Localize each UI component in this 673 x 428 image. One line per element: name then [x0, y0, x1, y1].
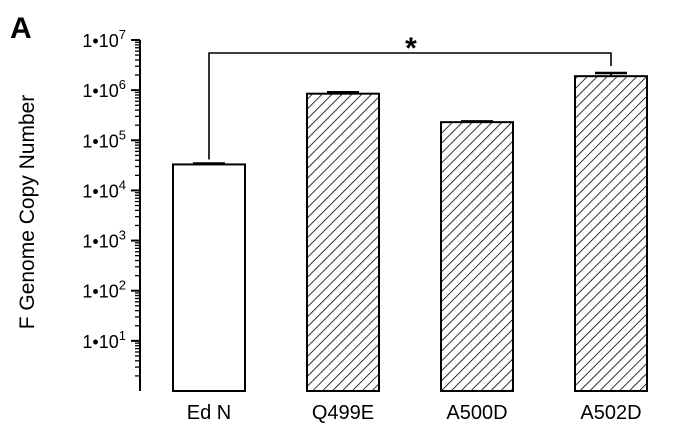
bar-a500d [440, 121, 514, 392]
x-axis-categories: Ed N Q499E A500D A502D [187, 402, 642, 424]
bar-ed-n [172, 163, 246, 392]
annotations: * [208, 32, 612, 160]
x-category-label: Ed N [187, 402, 231, 424]
y-tick-label: 1•106 [82, 77, 126, 101]
y-tick-label: 1•101 [82, 328, 126, 352]
bar-a502d [574, 75, 648, 393]
bar-q499e [306, 92, 380, 392]
y-tick-label: 1•104 [82, 177, 126, 201]
panel-label: A [10, 12, 32, 45]
significance-bracket [208, 52, 612, 160]
x-category-label: Q499E [312, 402, 374, 424]
y-tick-label: 1•105 [82, 127, 126, 151]
y-axis-ticks: 1•101 1•102 1•103 1•104 1•105 1•106 1•107 [82, 27, 140, 377]
y-tick-label: 1•103 [82, 228, 126, 252]
x-category-label: A500D [446, 402, 507, 424]
y-tick-label: 1•102 [82, 278, 126, 302]
x-category-label: A502D [580, 402, 641, 424]
y-axis-title: F Genome Copy Number [16, 95, 39, 330]
y-tick-label: 1•107 [82, 27, 126, 51]
bars [172, 71, 648, 393]
significance-star: * [405, 32, 417, 65]
